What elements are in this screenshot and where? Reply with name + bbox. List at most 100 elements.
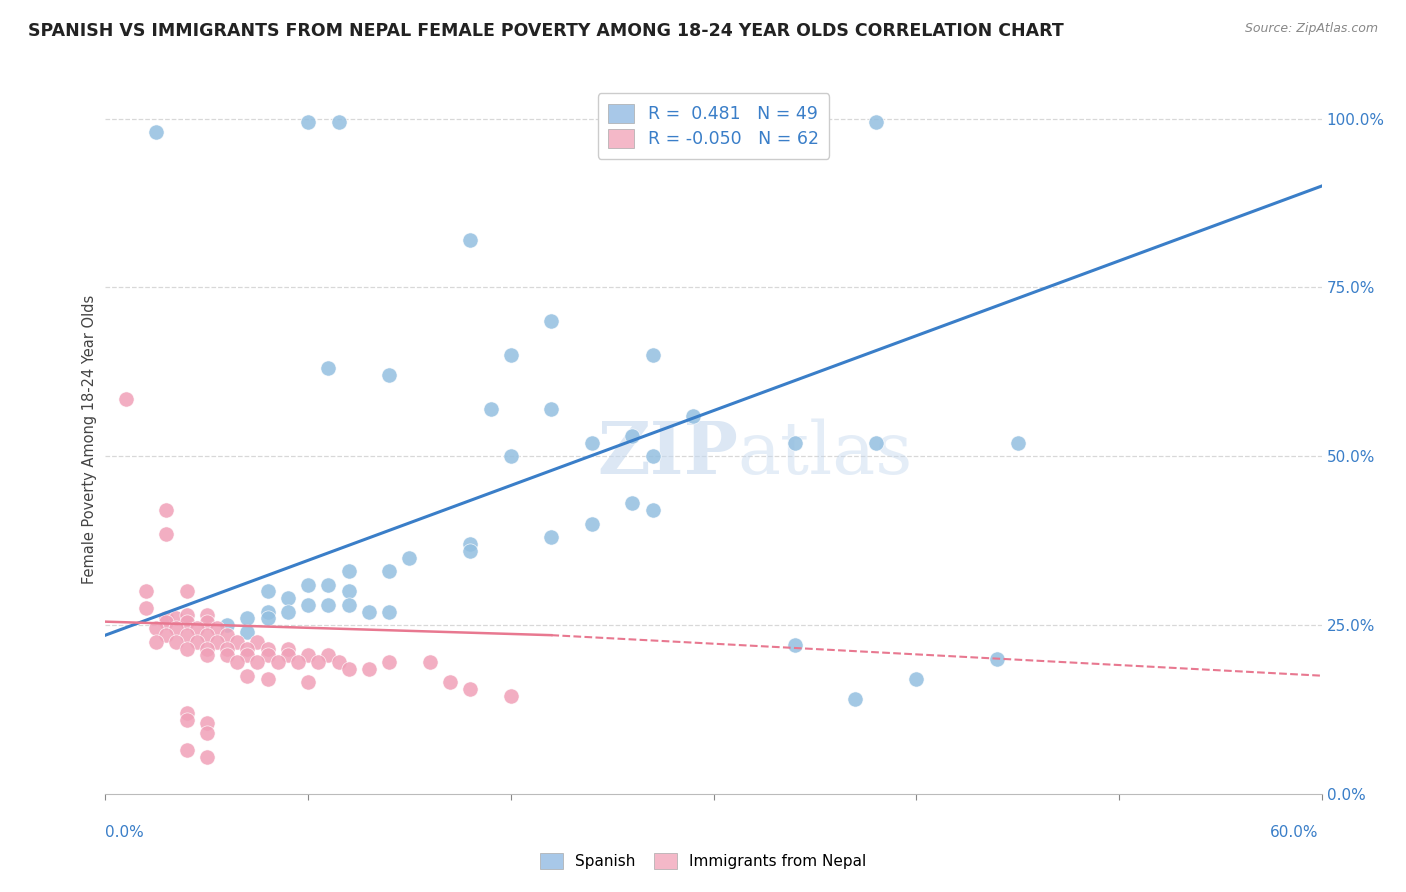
Point — [844, 692, 866, 706]
Point — [145, 125, 167, 139]
Point — [297, 115, 319, 129]
Point — [256, 641, 278, 656]
Point — [581, 516, 603, 531]
Point — [195, 749, 218, 764]
Point — [186, 622, 208, 636]
Point — [205, 622, 228, 636]
Point — [419, 655, 441, 669]
Text: 0.0%: 0.0% — [105, 825, 145, 840]
Point — [865, 115, 887, 129]
Point — [458, 537, 481, 551]
Point — [641, 348, 664, 362]
Point — [337, 584, 360, 599]
Point — [195, 641, 218, 656]
Point — [540, 314, 562, 328]
Point — [176, 584, 198, 599]
Point — [195, 715, 218, 730]
Text: 60.0%: 60.0% — [1271, 825, 1319, 840]
Point — [205, 635, 228, 649]
Point — [307, 655, 329, 669]
Point — [318, 648, 340, 663]
Point — [186, 635, 208, 649]
Point — [499, 348, 522, 362]
Point — [297, 577, 319, 591]
Point — [135, 601, 157, 615]
Text: Source: ZipAtlas.com: Source: ZipAtlas.com — [1244, 22, 1378, 36]
Point — [256, 605, 278, 619]
Y-axis label: Female Poverty Among 18-24 Year Olds: Female Poverty Among 18-24 Year Olds — [82, 294, 97, 584]
Legend: Spanish, Immigrants from Nepal: Spanish, Immigrants from Nepal — [534, 847, 872, 875]
Point — [378, 605, 401, 619]
Point — [641, 503, 664, 517]
Point — [246, 655, 269, 669]
Point — [236, 669, 259, 683]
Point — [621, 496, 644, 510]
Point — [236, 641, 259, 656]
Text: ZIP: ZIP — [598, 418, 738, 489]
Point — [226, 655, 249, 669]
Point — [165, 611, 187, 625]
Point — [155, 615, 177, 629]
Point — [297, 598, 319, 612]
Point — [155, 526, 177, 541]
Point — [236, 648, 259, 663]
Point — [783, 638, 806, 652]
Point — [641, 449, 664, 463]
Point — [135, 584, 157, 599]
Point — [176, 706, 198, 720]
Point — [439, 675, 461, 690]
Point — [682, 409, 704, 423]
Point — [155, 503, 177, 517]
Point — [256, 584, 278, 599]
Point — [176, 743, 198, 757]
Point — [318, 598, 340, 612]
Point — [398, 550, 420, 565]
Point — [540, 401, 562, 416]
Point — [621, 429, 644, 443]
Point — [318, 361, 340, 376]
Point — [783, 435, 806, 450]
Point — [114, 392, 136, 406]
Point — [297, 648, 319, 663]
Point — [357, 605, 380, 619]
Point — [581, 435, 603, 450]
Point — [479, 401, 502, 416]
Point — [165, 622, 187, 636]
Point — [155, 628, 177, 642]
Point — [256, 648, 278, 663]
Point — [378, 564, 401, 578]
Point — [277, 648, 299, 663]
Point — [176, 615, 198, 629]
Point — [217, 628, 239, 642]
Point — [145, 635, 167, 649]
Point — [217, 618, 239, 632]
Point — [378, 368, 401, 383]
Point — [1007, 435, 1029, 450]
Point — [195, 726, 218, 740]
Point — [328, 655, 350, 669]
Point — [337, 662, 360, 676]
Point — [217, 648, 239, 663]
Point — [905, 672, 928, 686]
Point — [986, 652, 1008, 666]
Point — [458, 233, 481, 247]
Point — [287, 655, 309, 669]
Point — [176, 713, 198, 727]
Point — [217, 641, 239, 656]
Point — [236, 624, 259, 639]
Point — [145, 622, 167, 636]
Point — [246, 635, 269, 649]
Point — [256, 611, 278, 625]
Point — [176, 607, 198, 622]
Point — [297, 675, 319, 690]
Point — [458, 543, 481, 558]
Point — [267, 655, 290, 669]
Point — [337, 564, 360, 578]
Point — [236, 611, 259, 625]
Point — [195, 607, 218, 622]
Point — [277, 641, 299, 656]
Point — [337, 598, 360, 612]
Point — [176, 628, 198, 642]
Point — [226, 635, 249, 649]
Point — [318, 577, 340, 591]
